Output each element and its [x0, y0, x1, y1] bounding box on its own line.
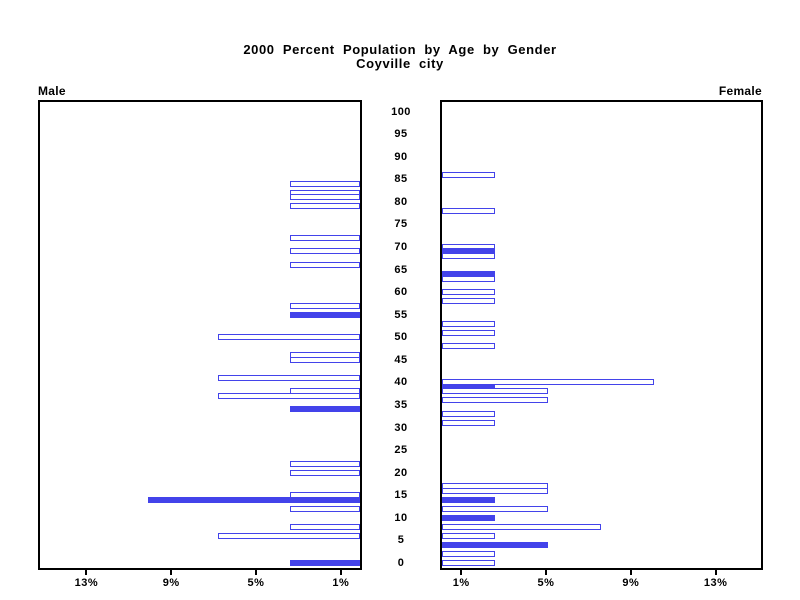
bar-female-48	[442, 343, 495, 349]
bar-female-0	[442, 560, 495, 566]
bar-male-79	[290, 203, 360, 209]
bar-male-8	[290, 524, 360, 530]
male-panel-label: Male	[38, 84, 66, 98]
bar-female-38	[442, 388, 548, 394]
bar-female-10	[442, 515, 495, 521]
bar-female-51	[442, 330, 495, 336]
bar-female-6	[442, 533, 495, 539]
bar-male-55	[290, 312, 360, 318]
bar-male-45	[290, 357, 360, 363]
bar-female-40	[442, 379, 654, 385]
bar-female-63	[442, 276, 495, 282]
bar-male-41	[218, 375, 360, 381]
bar-male-0	[290, 560, 360, 566]
bar-female-16	[442, 488, 548, 494]
bar-female-12	[442, 506, 548, 512]
bar-female-4	[442, 542, 548, 548]
bar-male-84	[290, 181, 360, 187]
bar-male-69	[290, 248, 360, 254]
bar-male-6	[218, 533, 360, 539]
bar-male-37	[218, 393, 360, 399]
bar-male-72	[290, 235, 360, 241]
bar-male-66	[290, 262, 360, 268]
bar-male-81	[290, 194, 360, 200]
bar-male-50	[218, 334, 360, 340]
bar-female-60	[442, 289, 495, 295]
bar-male-57	[290, 303, 360, 309]
bar-female-68	[442, 253, 495, 259]
bar-female-31	[442, 420, 495, 426]
bar-female-53	[442, 321, 495, 327]
bar-male-20	[290, 470, 360, 476]
bar-male-12	[290, 506, 360, 512]
bar-female-33	[442, 411, 495, 417]
bar-female-78	[442, 208, 495, 214]
chart-subtitle: Coyville city	[356, 56, 444, 71]
bar-male-14	[148, 497, 360, 503]
bar-female-86	[442, 172, 495, 178]
female-panel-label: Female	[718, 84, 762, 98]
bar-male-34	[290, 406, 360, 412]
bar-female-36	[442, 397, 548, 403]
bar-female-2	[442, 551, 495, 557]
bar-female-14	[442, 497, 495, 503]
bar-female-8	[442, 524, 601, 530]
bar-male-22	[290, 461, 360, 467]
bar-female-58	[442, 298, 495, 304]
chart-title: 2000 Percent Population by Age by Gender	[243, 42, 557, 57]
